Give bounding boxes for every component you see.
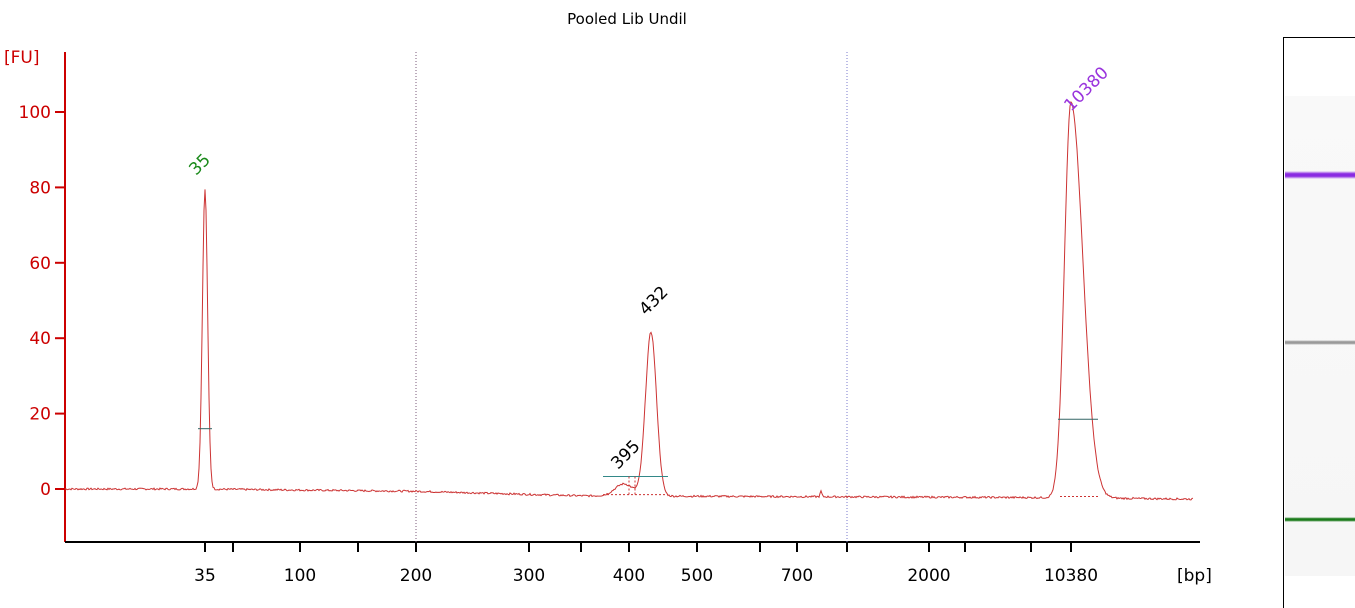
peak-label: 432 xyxy=(635,282,672,319)
y-tick-label: 60 xyxy=(29,254,51,274)
gel-band xyxy=(1285,171,1355,179)
y-tick-label: 20 xyxy=(29,405,51,425)
x-tick-label: 700 xyxy=(781,566,813,586)
y-tick-label: 0 xyxy=(40,480,51,500)
gel-lane xyxy=(1285,96,1355,576)
peak-label: 35 xyxy=(185,150,214,179)
y-tick-label: 80 xyxy=(29,178,51,198)
y-tick-label: 40 xyxy=(29,329,51,349)
x-tick-label: 300 xyxy=(513,566,545,586)
y-tick-label: 100 xyxy=(19,103,51,123)
trace-layer xyxy=(64,100,1194,501)
peak-label: 395 xyxy=(607,436,644,473)
gel-band xyxy=(1285,340,1355,345)
x-tick-label: 2000 xyxy=(907,566,950,586)
gel-image-panel xyxy=(1283,37,1355,608)
peak-label: 10380 xyxy=(1060,63,1112,115)
axes: 0 20 40 60 80 100 35 100 200 300 400 500 700 2000 1038… xyxy=(19,52,1200,586)
x-tick-label: 200 xyxy=(400,566,432,586)
x-tick-label: 400 xyxy=(613,566,645,586)
x-tick-label: 100 xyxy=(284,566,316,586)
peak-labels: 35 395 432 10380 xyxy=(185,63,1112,473)
x-axis-label: [bp] xyxy=(1177,566,1212,586)
y-axis-label: [FU] xyxy=(4,48,40,68)
chart-title: Pooled Lib Undil xyxy=(567,10,687,28)
gel-band xyxy=(1285,517,1355,522)
x-tick-label: 35 xyxy=(194,566,216,586)
x-tick-label: 10380 xyxy=(1044,566,1098,586)
x-tick-label: 500 xyxy=(681,566,713,586)
